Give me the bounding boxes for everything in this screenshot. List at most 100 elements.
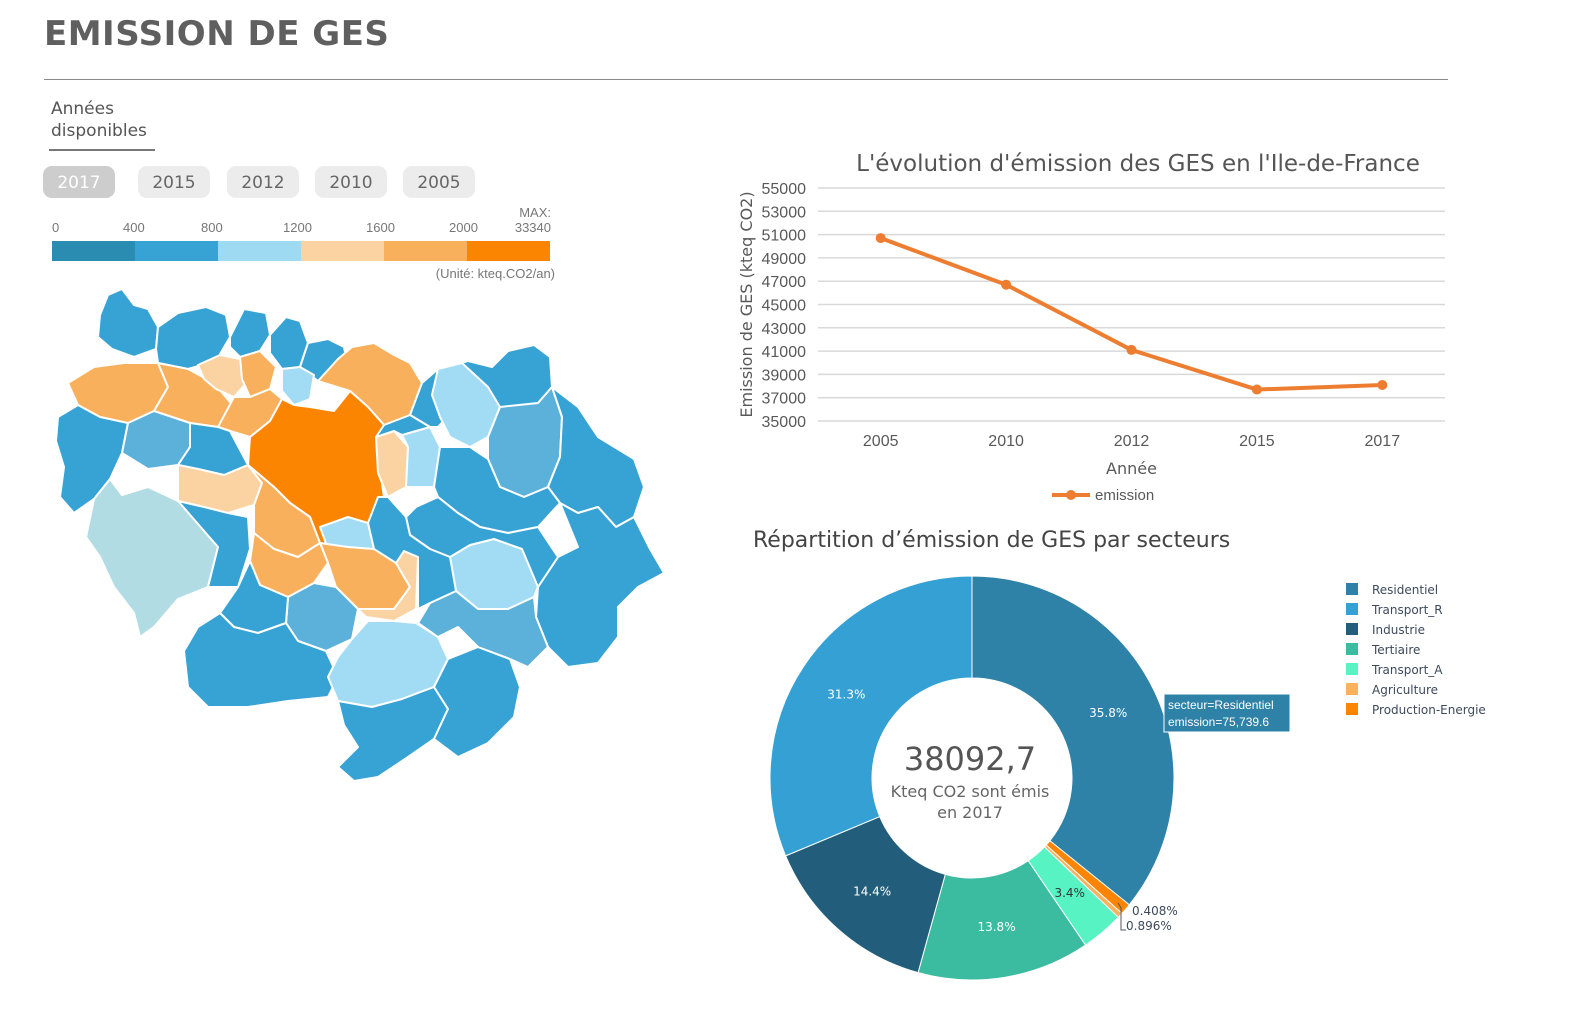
map-region[interactable]	[229, 308, 271, 358]
center-text-line2: en 2017	[937, 803, 1003, 822]
slice-percent-label: 0.408%	[1132, 904, 1178, 918]
legend-label[interactable]: Agriculture	[1372, 683, 1438, 697]
data-point	[1001, 279, 1012, 290]
map-region[interactable]	[177, 500, 251, 588]
slice-percent-label: 14.4%	[853, 884, 891, 898]
slice-percent-label: 35.8%	[1089, 706, 1127, 720]
years-label-line2: disponibles	[51, 121, 147, 141]
donut-slice-transport_r[interactable]	[769, 575, 973, 857]
legend-swatch[interactable]	[1346, 623, 1358, 635]
donut-slice-residentiel[interactable]	[971, 575, 1175, 906]
scale-segment	[301, 241, 384, 261]
slice-percent-label: 3.4%	[1054, 886, 1085, 900]
x-tick-label: 2017	[1365, 433, 1401, 450]
legend-swatch[interactable]	[1346, 603, 1358, 615]
map-region[interactable]	[197, 354, 251, 398]
year-button-2012[interactable]: 2012	[227, 166, 299, 198]
legend-label[interactable]: Tertiaire	[1371, 643, 1420, 657]
center-text-line1: Kteq CO2 sont émis	[891, 782, 1050, 801]
map-region[interactable]	[281, 366, 315, 406]
scale-tick-1600: 1600	[366, 220, 395, 235]
page-title: EMISSION DE GES	[44, 14, 390, 54]
scale-unit: (Unité: kteq.CO2/an)	[435, 266, 555, 281]
x-tick-label: 2012	[1114, 433, 1150, 450]
x-tick-label: 2005	[863, 433, 899, 450]
x-tick-label: 2010	[988, 433, 1024, 450]
scale-tick-1200: 1200	[283, 220, 312, 235]
legend-swatch[interactable]	[1346, 703, 1358, 715]
data-point	[1251, 384, 1262, 395]
y-tick-label: 43000	[762, 321, 807, 338]
slice-percent-label: 31.3%	[827, 687, 865, 701]
year-button-2005[interactable]: 2005	[403, 166, 475, 198]
y-tick-label: 49000	[762, 251, 807, 268]
scale-tick-800: 800	[201, 220, 223, 235]
map-region[interactable]	[367, 496, 457, 610]
color-scale-legend: 0 400 800 1200 1600 2000 MAX: 33340 (Uni…	[52, 205, 557, 285]
map-region[interactable]	[401, 426, 441, 488]
y-tick-label: 45000	[762, 298, 807, 315]
data-point	[1126, 344, 1137, 355]
series-line-emission	[878, 236, 1385, 392]
donut-slice-industrie[interactable]	[784, 815, 946, 974]
y-tick-label: 53000	[762, 204, 807, 221]
years-label: Années disponibles	[51, 98, 161, 142]
legend-swatch[interactable]	[1346, 643, 1358, 655]
line-chart: L'évolution d'émission des GES en l'Ile-…	[737, 151, 1445, 504]
map-region[interactable]	[417, 590, 549, 668]
color-scale-bar	[52, 241, 550, 261]
y-tick-label: 55000	[762, 181, 807, 198]
chart-title: L'évolution d'émission des GES en l'Ile-…	[856, 151, 1420, 177]
legend-label-emission: emission	[1095, 487, 1154, 504]
center-value: 38092,7	[904, 740, 1036, 778]
map-region[interactable]	[155, 306, 231, 370]
title-divider	[44, 79, 1448, 80]
year-button-2015[interactable]: 2015	[138, 166, 210, 198]
legend-label[interactable]: Transport_R	[1371, 603, 1443, 617]
legend-swatch[interactable]	[1346, 663, 1358, 675]
scale-max-value: 33340	[514, 220, 551, 235]
year-button-2017[interactable]: 2017	[43, 166, 115, 198]
scale-segment	[218, 241, 301, 261]
map-region[interactable]	[337, 686, 449, 782]
scale-segment	[52, 241, 135, 261]
y-axis-label: Emission de GES (kteq CO2)	[737, 191, 756, 417]
scale-segment	[384, 241, 467, 261]
slice-percent-label: 13.8%	[977, 920, 1015, 934]
map-region[interactable]	[97, 288, 159, 358]
map-region[interactable]	[535, 502, 665, 668]
y-tick-label: 39000	[762, 367, 807, 384]
x-tick-label: 2015	[1239, 433, 1275, 450]
scale-max-label: MAX:	[519, 205, 551, 220]
hover-tooltip	[1163, 693, 1291, 733]
legend-swatch[interactable]	[1346, 683, 1358, 695]
legend-label[interactable]: Transport_A	[1371, 663, 1443, 677]
map-region[interactable]	[85, 478, 219, 638]
scale-tick-0: 0	[52, 220, 60, 235]
y-tick-label: 47000	[762, 274, 807, 291]
map-region[interactable]	[375, 414, 431, 438]
map-region[interactable]	[431, 362, 501, 448]
years-label-line1: Années	[51, 99, 114, 119]
choropleth-map	[55, 288, 665, 782]
scale-segment	[135, 241, 218, 261]
donut-chart: Répartition d’émission de GES par secteu…	[753, 528, 1486, 981]
map-region[interactable]	[183, 612, 339, 708]
legend-swatch[interactable]	[1346, 583, 1358, 595]
legend-label[interactable]: Industrie	[1372, 623, 1425, 637]
years-label-underline	[49, 149, 155, 151]
y-tick-label: 41000	[762, 344, 807, 361]
year-button-2010[interactable]: 2010	[315, 166, 387, 198]
scale-tick-2000: 2000	[449, 220, 478, 235]
legend-label[interactable]: Production-Energie	[1372, 703, 1486, 717]
legend-marker-emission	[1066, 490, 1076, 500]
scale-segment	[467, 241, 550, 261]
x-axis-label: Année	[1106, 459, 1157, 478]
legend-label[interactable]: Residentiel	[1372, 583, 1438, 597]
chart-title: Répartition d’émission de GES par secteu…	[753, 528, 1230, 553]
hover-tooltip-line1: secteur=Residentiel	[1168, 698, 1274, 712]
data-point	[875, 233, 886, 244]
y-tick-label: 51000	[762, 228, 807, 245]
y-tick-label: 37000	[762, 391, 807, 408]
map-region[interactable]	[433, 646, 521, 758]
